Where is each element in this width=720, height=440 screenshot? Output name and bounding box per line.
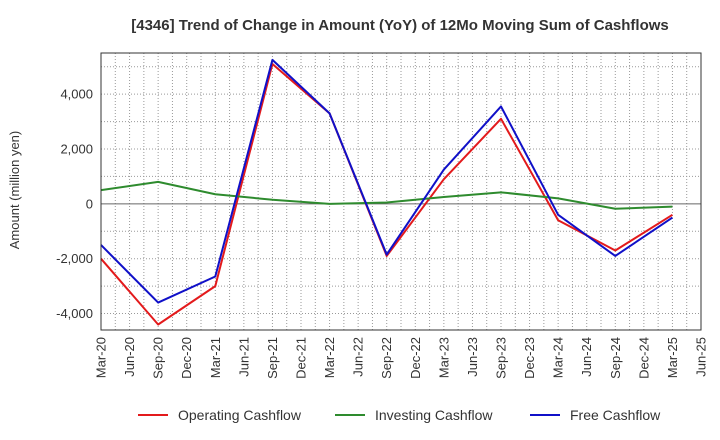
x-tick-label: Jun-25 <box>694 337 709 377</box>
x-tick-label: Jun-20 <box>122 337 137 377</box>
x-tick-label: Sep-23 <box>494 337 509 379</box>
chart-title: [4346] Trend of Change in Amount (YoY) o… <box>131 17 669 34</box>
y-tick-label: 4,000 <box>60 87 93 102</box>
x-tick-label: Mar-23 <box>436 337 451 378</box>
x-tick-label: Dec-20 <box>179 337 194 379</box>
legend-label-investing-cashflow: Investing Cashflow <box>375 407 493 423</box>
legend-label-operating-cashflow: Operating Cashflow <box>178 407 302 423</box>
x-tick-label: Dec-23 <box>522 337 537 379</box>
series-line-operating-cashflow <box>100 62 673 326</box>
legend: Operating Cashflow Investing Cashflow Free… <box>138 407 661 423</box>
x-ticks: Mar-20 Jun-20 Sep-20 Dec-20 Mar-21 Jun-21 Sep-… <box>94 337 709 379</box>
x-tick-label: Jun-21 <box>236 337 251 377</box>
x-tick-label: Mar-24 <box>551 337 566 378</box>
grid <box>101 53 701 330</box>
x-tick-label: Jun-24 <box>579 337 594 377</box>
legend-label-free-cashflow: Free Cashflow <box>570 407 661 423</box>
y-tick-label: -4,000 <box>56 306 93 321</box>
series-line-free-cashflow <box>100 58 673 304</box>
x-tick-label: Sep-24 <box>608 337 623 379</box>
y-tick-label: 2,000 <box>60 141 93 156</box>
x-tick-label: Jun-23 <box>465 337 480 377</box>
x-tick-label: Dec-24 <box>636 337 651 379</box>
series-line-investing-cashflow <box>100 180 673 210</box>
x-tick-label: Mar-22 <box>322 337 337 378</box>
y-axis-label: Amount (million yen) <box>7 131 22 250</box>
x-tick-label: Mar-21 <box>208 337 223 378</box>
y-tick-label: 0 <box>86 196 93 211</box>
x-tick-label: Mar-20 <box>94 337 109 378</box>
plot-frame <box>100 52 702 331</box>
y-ticks: -4,000 -2,000 0 2,000 4,000 <box>56 87 93 321</box>
x-tick-label: Dec-21 <box>294 337 309 379</box>
y-tick-label: -2,000 <box>56 251 93 266</box>
x-tick-label: Mar-25 <box>665 337 680 378</box>
x-tick-label: Dec-22 <box>408 337 423 379</box>
x-tick-label: Sep-21 <box>265 337 280 379</box>
series-group <box>100 58 673 326</box>
x-tick-label: Sep-22 <box>379 337 394 379</box>
x-tick-label: Jun-22 <box>351 337 366 377</box>
x-tick-label: Sep-20 <box>151 337 166 379</box>
